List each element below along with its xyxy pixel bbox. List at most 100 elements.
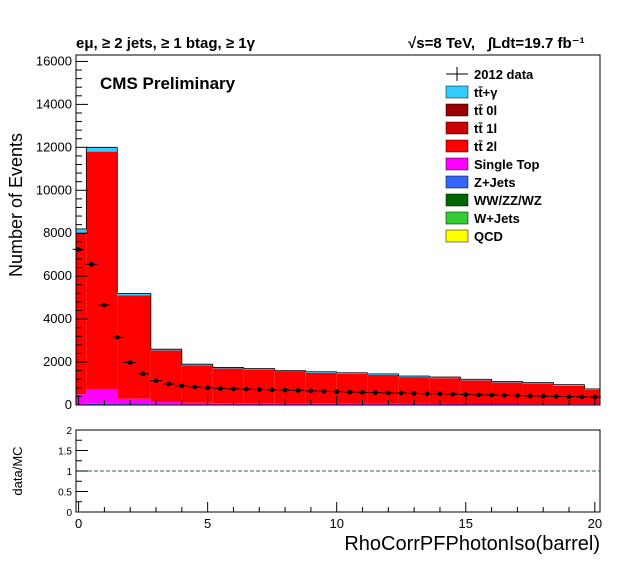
- bar-tt--5: [212, 367, 244, 369]
- bar-single-top-10: [367, 403, 399, 405]
- bar-tt-2l-13: [460, 380, 492, 405]
- bar-tt-2l-3: [150, 350, 182, 402]
- bar-tt--3: [150, 349, 182, 351]
- legend-swatch-tt-0l: [445, 103, 469, 117]
- bar-single-top-1: [86, 389, 118, 404]
- main-plot: 0 2000 4000 6000 8000 10000 12000 14000 16000 CM…: [6, 53, 601, 412]
- bar-tt--9: [336, 372, 368, 374]
- ratio-y-axis-title: data/MC: [10, 446, 25, 495]
- legend-label: tt̄+γ: [474, 85, 498, 100]
- y-tick-label-main-yticks-12000: 12000: [36, 139, 72, 154]
- data-point-22: [360, 390, 365, 395]
- y-tick-label-main-yticks-14000: 14000: [36, 96, 72, 111]
- bar-tt--2: [117, 293, 151, 296]
- data-point-13: [244, 386, 249, 392]
- data-point-14: [256, 387, 262, 392]
- legend-swatch-ww-zz-wz: [445, 193, 469, 207]
- bar-single-top-0: [76, 394, 87, 405]
- data-point-26: [411, 391, 417, 396]
- bar-single-top-2: [117, 398, 151, 405]
- bar-tt-2l-2: [117, 295, 151, 399]
- selection-label: eμ, ≥ 2 jets, ≥ 1 btag, ≥ 1γ: [76, 35, 256, 52]
- bar-tt--17: [584, 388, 600, 390]
- bar-tt--11: [398, 376, 430, 378]
- y-tick-label-main-yticks-8000: 8000: [43, 225, 72, 240]
- data-point-12: [231, 386, 236, 392]
- bar-tt-2l-0: [76, 233, 87, 395]
- legend-label: tt̄ 1l: [474, 121, 497, 136]
- bar-tt-2l-6: [243, 369, 275, 404]
- bar-single-top-17: [584, 404, 600, 405]
- legend-label: tt̄ 0l: [474, 103, 497, 118]
- main-x-axis: [78, 395, 596, 405]
- y-tick-label-main-yticks-10000: 10000: [36, 182, 72, 197]
- bar-tt-2l-5: [212, 368, 244, 404]
- data-point-7: [166, 381, 172, 387]
- data-point-19: [321, 388, 327, 394]
- data-point-11: [218, 386, 223, 391]
- bar-single-top-4: [181, 402, 213, 405]
- legend: 2012 data tt̄+γ tt̄ 0l tt̄ 1l tt̄ 2l Single T…: [445, 67, 542, 244]
- data-points: [72, 247, 601, 400]
- bar-single-top-3: [150, 401, 182, 405]
- data-point-0: [76, 247, 81, 252]
- data-point-6: [153, 378, 159, 384]
- legend-label: tt̄ 2l: [474, 139, 497, 154]
- data-point-23: [373, 390, 378, 395]
- bar-tt-2l-14: [491, 382, 523, 405]
- bar-tt--1: [86, 147, 118, 152]
- data-point-34: [515, 393, 520, 398]
- bar-tt--14: [491, 381, 523, 383]
- bar-single-top-15: [522, 404, 554, 405]
- bar-tt-2l-15: [522, 383, 554, 405]
- bar-tt-2l-4: [181, 365, 213, 403]
- data-point-27: [424, 391, 430, 397]
- legend-swatch-tt-2l: [445, 139, 469, 153]
- ratio-plot: 0 5 10 15 20 0 0.5 1 1.5 2 data/MC RhoCorrPFPhot…: [10, 426, 602, 555]
- x-tick-label-5: 5: [204, 516, 211, 531]
- main-y-axis-title: Number of Events: [6, 133, 26, 277]
- y-tick-label-main-yticks-2000: 2000: [43, 354, 72, 369]
- x-axis-title: RhoCorrPFPhotonIso(barrel): [344, 533, 600, 555]
- bar-tt-2l-10: [367, 374, 399, 404]
- ratio-y-axis: 0 0.5 1 1.5 2: [58, 426, 88, 519]
- legend-swatch-qcd: [445, 229, 469, 243]
- data-point-18: [308, 388, 314, 394]
- data-point-29: [450, 391, 456, 397]
- main-plot-frame: [75, 54, 601, 406]
- bar-tt-2l-7: [274, 371, 306, 404]
- data-point-39: [579, 394, 585, 400]
- bar-tt-2l-12: [429, 378, 461, 404]
- x-tick-label-20: 20: [588, 516, 602, 531]
- legend-label: Single Top: [474, 157, 540, 172]
- bar-single-top-7: [274, 403, 306, 405]
- bar-single-top-8: [305, 403, 337, 405]
- data-point-21: [347, 389, 352, 395]
- data-point-1: [89, 262, 94, 267]
- legend-label: 2012 data: [474, 67, 534, 82]
- x-tick-label-15: 15: [459, 516, 473, 531]
- bar-single-top-13: [460, 404, 492, 405]
- y-tick-label-main-yticks-4000: 4000: [43, 311, 72, 326]
- bar-tt--16: [553, 384, 585, 386]
- data-point-24: [386, 390, 391, 396]
- data-point-38: [566, 394, 572, 399]
- legend-label: WW/ZZ/WZ: [474, 193, 542, 208]
- bar-z-jets-1: [86, 403, 118, 405]
- data-point-37: [553, 394, 559, 399]
- data-point-9: [192, 384, 198, 390]
- bar-single-top-5: [212, 403, 244, 405]
- legend-swatch-tt-1l: [445, 121, 469, 135]
- legend-swatch-z-jets: [445, 175, 469, 189]
- data-point-15: [269, 387, 275, 393]
- data-point-30: [463, 392, 469, 397]
- legend-label: Z+Jets: [474, 175, 516, 190]
- data-point-4: [127, 360, 133, 365]
- data-point-36: [540, 393, 546, 399]
- data-point-35: [528, 393, 533, 399]
- bar-tt--15: [522, 382, 554, 384]
- legend-swatch-tt-: [445, 85, 469, 99]
- data-point-20: [334, 389, 340, 394]
- y-tick-label-ratio-yticks-2: 2: [66, 426, 72, 437]
